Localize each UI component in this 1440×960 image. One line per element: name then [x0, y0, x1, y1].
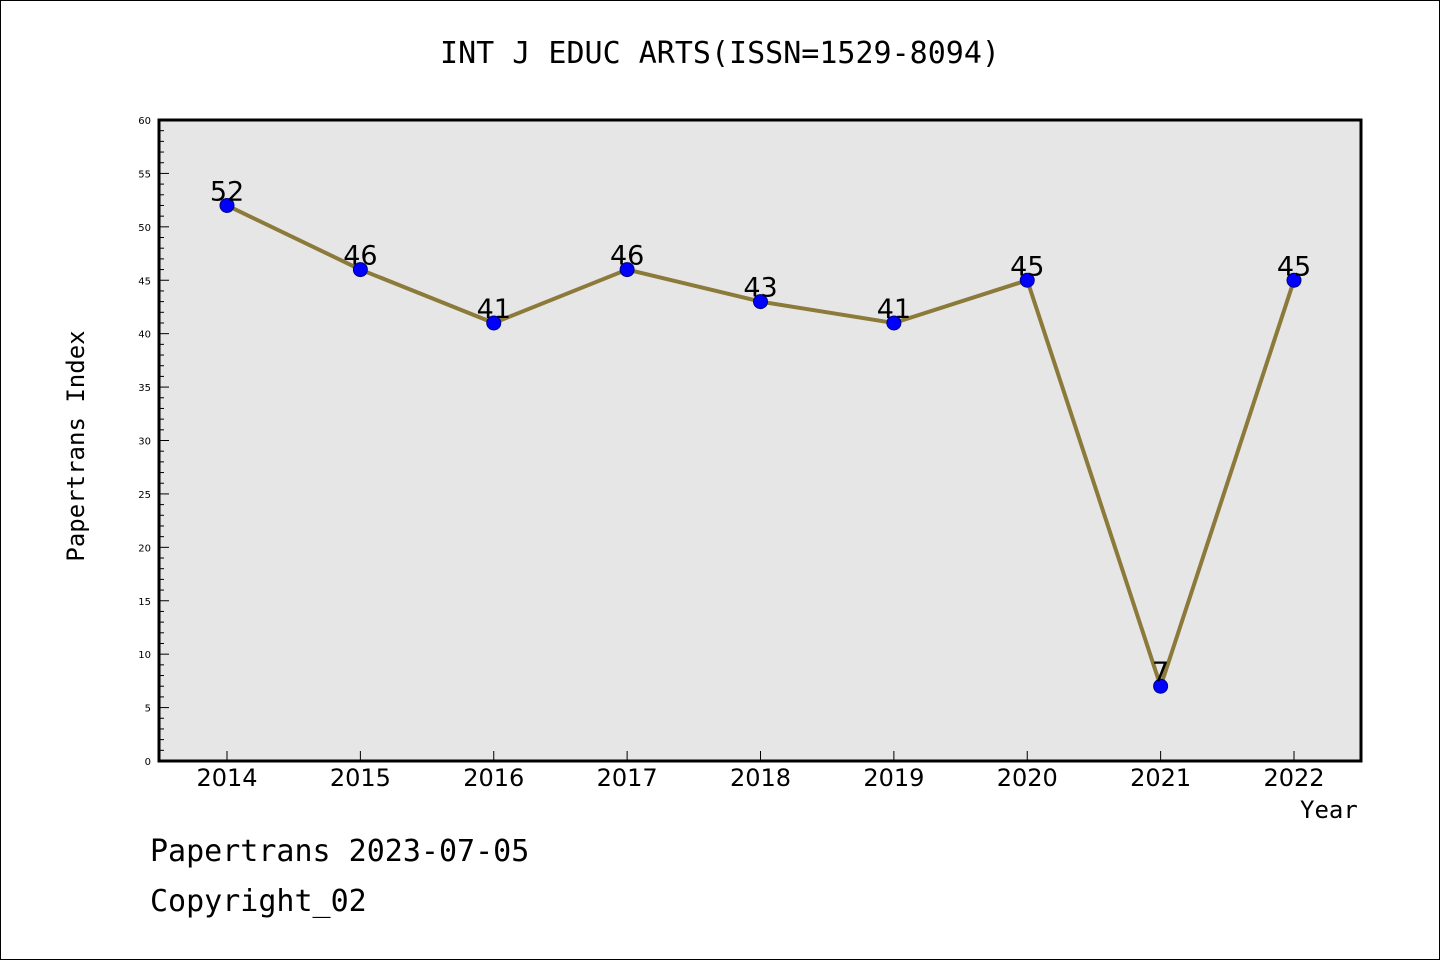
x-tick-label: 2019 — [863, 764, 924, 792]
x-axis-label: Year — [1300, 796, 1358, 824]
data-label: 46 — [610, 241, 644, 272]
x-tick-label: 2018 — [730, 764, 791, 792]
chart-title: INT J EDUC ARTS(ISSN=1529-8094) — [440, 36, 1000, 71]
y-tick-label: 45 — [138, 276, 151, 287]
data-label: 45 — [1277, 251, 1311, 282]
x-tick-label: 2022 — [1263, 764, 1324, 792]
data-point — [486, 315, 502, 331]
data-label: 52 — [210, 176, 244, 207]
x-tick-label: 2021 — [1130, 764, 1191, 792]
data-label: 43 — [743, 273, 777, 304]
x-tick-label: 2016 — [463, 764, 524, 792]
x-axis-ticks: 2014 2015 2016 2017 2018 2019 2020 2021 2022 — [196, 751, 1325, 792]
footer-date: Papertrans 2023-07-05 — [150, 834, 530, 869]
data-label: 7 — [1152, 657, 1169, 688]
y-tick-label: 30 — [138, 437, 151, 448]
data-point — [753, 294, 768, 310]
data-point — [1286, 272, 1302, 288]
y-tick-label: 60 — [138, 116, 151, 127]
data-point — [1019, 272, 1035, 288]
data-point — [352, 262, 368, 278]
y-tick-label: 25 — [138, 490, 151, 501]
data-labels-group: 52 46 41 46 43 41 45 7 45 — [210, 176, 1311, 688]
data-label: 45 — [1010, 251, 1044, 282]
y-tick-label: 0 — [145, 757, 151, 768]
data-label: 41 — [877, 294, 911, 325]
x-tick-label: 2015 — [330, 764, 391, 792]
x-tick-label: 2017 — [597, 764, 658, 792]
y-tick-label: 10 — [138, 650, 151, 661]
data-point — [1153, 678, 1169, 694]
data-point — [219, 197, 235, 213]
plot-area — [157, 118, 1363, 763]
y-axis-ticks: 0 5 10 15 20 25 30 35 40 45 50 55 60 — [138, 116, 169, 768]
y-tick-label: 5 — [145, 704, 151, 715]
data-label: 46 — [343, 241, 377, 272]
x-tick-label: 2014 — [196, 764, 257, 792]
y-tick-label: 15 — [138, 597, 151, 608]
data-point — [619, 262, 635, 278]
footer-copyright: Copyright_02 — [150, 884, 367, 919]
data-markers — [219, 197, 1302, 694]
x-tick-label: 2020 — [997, 764, 1058, 792]
y-tick-label: 40 — [138, 330, 151, 341]
y-tick-label: 55 — [138, 169, 151, 180]
y-tick-label: 35 — [138, 383, 151, 394]
data-label: 41 — [477, 294, 511, 325]
y-tick-label: 20 — [138, 543, 151, 554]
y-tick-label: 50 — [138, 223, 151, 234]
data-point — [886, 315, 902, 331]
